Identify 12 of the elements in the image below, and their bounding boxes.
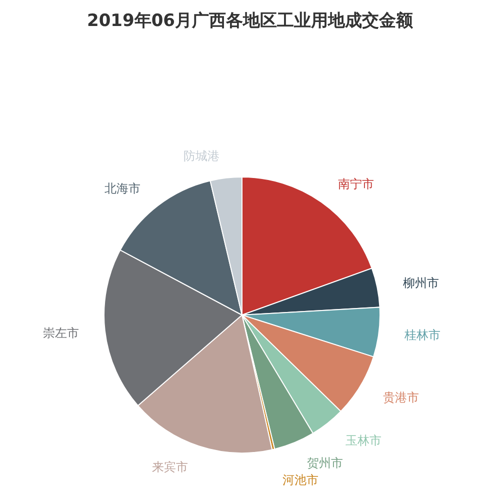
slice-label: 南宁市 <box>338 177 374 192</box>
chart-title: 2019年06月广西各地区工业用地成交金额 <box>87 11 414 31</box>
slice-label: 贺州市 <box>306 456 343 470</box>
slice-label: 河池市 <box>282 473 318 488</box>
slice-label: 玉林市 <box>345 433 382 448</box>
slice-label: 来宾市 <box>152 460 188 474</box>
slice-label: 柳州市 <box>402 276 439 290</box>
slice-label: 崇左市 <box>43 326 80 340</box>
slice-label: 贵港市 <box>383 390 420 404</box>
slice-label: 北海市 <box>104 181 140 196</box>
slice-label: 防城港 <box>183 149 220 164</box>
slice-label: 桂林市 <box>404 328 441 342</box>
